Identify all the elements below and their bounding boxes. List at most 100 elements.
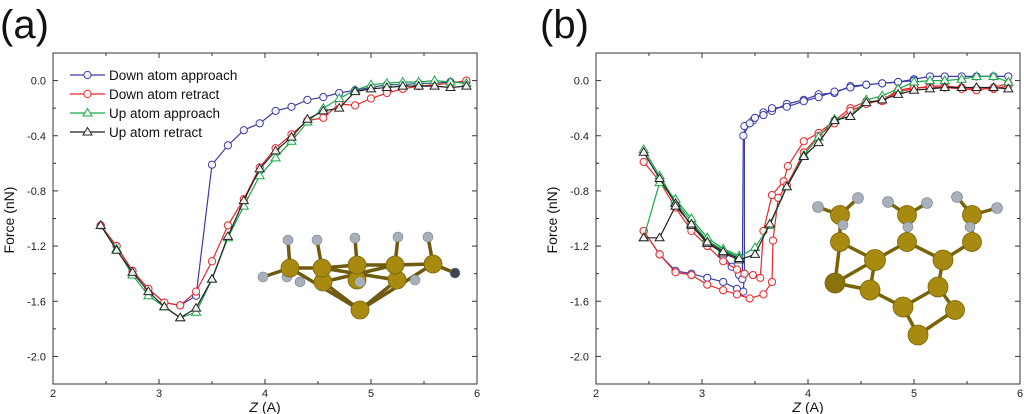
data-point [813, 137, 824, 147]
data-point [956, 82, 968, 91]
y-tick-label: -1.2 [27, 241, 46, 253]
data-point [732, 265, 742, 274]
data-point [860, 97, 872, 107]
data-point [222, 230, 234, 240]
data-point [829, 115, 840, 125]
data-point [862, 80, 871, 89]
data-point [319, 113, 328, 122]
data-point [1002, 83, 1014, 93]
axis-ticks-a: 2 3 4 5 6 0.0 -0.4 -0.8 -1.2 -1.6 -2.0 [27, 52, 480, 400]
x-tick-label: 2 [50, 388, 56, 400]
y-tick-label: -0.8 [27, 186, 46, 198]
data-point [95, 219, 107, 229]
data-point [302, 113, 313, 123]
data-point [255, 119, 264, 128]
data-point [158, 301, 170, 311]
data-point [270, 145, 281, 155]
data-point [271, 106, 280, 116]
y-axis-label-b: Force (nN) [544, 187, 560, 254]
data-point [732, 290, 742, 299]
data-point [703, 280, 712, 289]
data-point [254, 170, 266, 180]
data-point [82, 107, 93, 117]
data-point [845, 110, 856, 120]
data-point [846, 83, 855, 92]
plot-frame [595, 52, 1021, 385]
data-point [445, 82, 456, 91]
data-point [782, 102, 791, 111]
y-tick-label: -2.0 [27, 351, 46, 363]
plot-frame [52, 52, 478, 385]
data-point [270, 152, 281, 162]
data-point [239, 126, 248, 135]
y-tick-label: -1.2 [570, 241, 589, 253]
x-tick-label: 5 [911, 388, 917, 400]
data-point [745, 294, 754, 303]
series-line [643, 86, 1009, 261]
data-point [333, 93, 345, 103]
molecule-inset-b [812, 191, 1003, 346]
series-line [643, 75, 1009, 258]
data-point [814, 93, 823, 102]
series-down-atom-approach-run-1 [639, 72, 1013, 296]
x-axis-label-symbol: Z [248, 399, 258, 414]
y-tick-label: -0.8 [570, 186, 589, 198]
x-tick-label: 6 [1017, 388, 1023, 400]
data-point [143, 286, 154, 296]
panel-a: (a) Force (nN) Z (A) 2 3 4 5 6 0.0 -0.4 -0.8 -1.2… [0, 3, 480, 414]
series-layer-b [638, 70, 1014, 303]
x-tick-label: 6 [474, 388, 480, 400]
data-point [740, 269, 749, 278]
data-point [638, 232, 650, 242]
series-up-atom-retract [95, 80, 472, 322]
data-point [287, 102, 296, 111]
data-point [127, 266, 138, 276]
data-point [971, 70, 982, 80]
data-point [397, 80, 409, 90]
legend-item: Up atom retract [70, 125, 202, 140]
axis-ticks-b: 2 3 4 5 6 0.0 -0.4 -0.8 -1.2 -1.6 -2.0 [570, 52, 1023, 400]
x-tick-label: 3 [699, 388, 705, 400]
data-point [655, 250, 664, 259]
x-axis-label-b: Z (A) [791, 399, 823, 414]
data-point [429, 80, 440, 90]
series-down-atom-approach-run-2 [719, 76, 919, 284]
series-line [643, 82, 1009, 300]
data-point [238, 195, 250, 205]
y-axis-label-a: Force (nN) [1, 187, 17, 254]
data-point [207, 257, 217, 266]
data-point [192, 287, 201, 296]
data-point [333, 102, 345, 112]
panel-b: (b) Force (nN) Z (A) 2 3 4 5 6 0.0 -0.4 -0.8 -1.2… [540, 3, 1023, 414]
data-point [701, 236, 713, 246]
data-point [461, 80, 472, 90]
data-point [876, 94, 888, 104]
y-tick-label: -1.6 [570, 296, 589, 308]
data-point [83, 89, 92, 99]
data-point [759, 290, 768, 299]
x-tick-label: 3 [156, 388, 162, 400]
data-point [190, 302, 202, 312]
y-tick-label: -2.0 [570, 351, 589, 363]
data-point [317, 105, 329, 115]
data-point [768, 236, 778, 245]
y-tick-label: 0.0 [31, 76, 46, 88]
data-point [351, 101, 360, 110]
series-layer-a [95, 75, 472, 322]
data-point [654, 232, 665, 242]
series-line [643, 85, 1009, 279]
data-point [781, 181, 793, 191]
data-point [207, 160, 217, 169]
data-point [799, 97, 808, 106]
data-point [756, 273, 765, 282]
data-point [174, 312, 186, 322]
data-point [223, 221, 232, 230]
x-axis-label-symbol: Z [791, 399, 801, 414]
data-point [349, 86, 361, 96]
data-point [686, 218, 697, 228]
data-point [319, 93, 328, 102]
data-point [719, 286, 728, 295]
x-axis-label-unit: (A) [805, 399, 824, 414]
legend-label: Down atom retract [109, 87, 220, 102]
series-up-atom-retract-run-1 [638, 82, 1014, 264]
